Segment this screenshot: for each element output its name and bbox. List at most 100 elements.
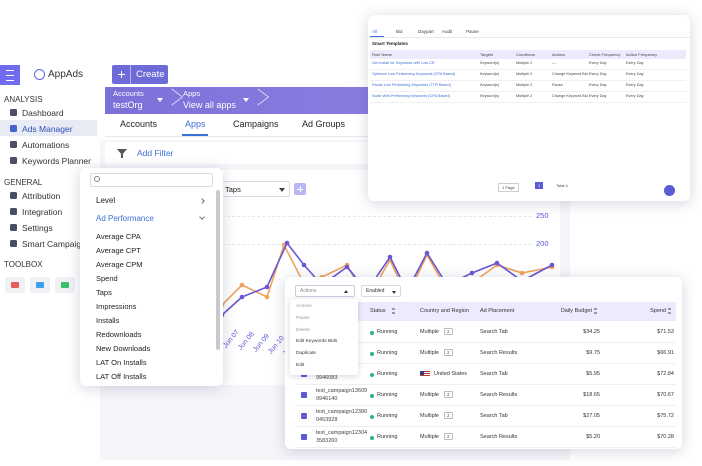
tab[interactable]: Accounts: [120, 119, 158, 129]
country-count[interactable]: 2: [444, 349, 453, 356]
tab-underline: [182, 134, 208, 136]
campaign-name[interactable]: 9946083: [316, 375, 338, 381]
toolbox-icon: [61, 282, 69, 288]
cell[interactable]: Get Install for Keywords with Low CR: [372, 61, 435, 65]
page-size[interactable]: 1 Page: [498, 183, 519, 192]
template-tab[interactable]: Bid: [396, 29, 403, 34]
daily-budget: $5.95: [586, 371, 600, 377]
column-header: Country and Region: [420, 308, 469, 314]
country-count[interactable]: 2: [444, 433, 453, 440]
group-label[interactable]: Ad Performance: [96, 214, 154, 223]
add-metric-button[interactable]: [294, 183, 306, 195]
metric-option[interactable]: LAT On Installs: [96, 358, 147, 367]
nav-item[interactable]: Automations: [22, 140, 70, 150]
nav-icon: [10, 208, 17, 215]
sort-icon[interactable]: [392, 308, 395, 314]
metric-option[interactable]: Impressions: [96, 302, 137, 311]
plus-v: [299, 186, 301, 192]
active-item-bg: [0, 120, 97, 136]
page-current[interactable]: 1: [535, 182, 544, 189]
actions-select[interactable]: Actions: [295, 285, 355, 297]
tab[interactable]: Ad Groups: [302, 119, 346, 129]
menu-option[interactable]: Delete: [296, 327, 310, 333]
fab[interactable]: [664, 185, 675, 196]
metric-option[interactable]: Average CPM: [96, 260, 143, 269]
add-filter[interactable]: Add Filter: [137, 148, 174, 158]
tab[interactable]: Campaigns: [233, 119, 279, 129]
nav-item[interactable]: Ads Manager: [22, 124, 73, 134]
metric-option[interactable]: Average CPA: [96, 232, 141, 241]
menu-option[interactable]: Edit Keywords Bids: [296, 339, 338, 345]
row-checkbox[interactable]: [301, 434, 307, 440]
menu-option[interactable]: Pause: [296, 315, 310, 321]
chart-point: [494, 260, 500, 266]
metric-option[interactable]: Average CPT: [96, 246, 141, 255]
sort-icon[interactable]: [668, 308, 671, 314]
cell[interactable]: Scale Well Performing Keywords (CPA Base…: [372, 94, 450, 98]
row-border: [295, 447, 676, 448]
metric-option[interactable]: New Downloads: [96, 344, 151, 353]
grid-line: [222, 216, 532, 217]
menu-option[interactable]: Duplicate: [296, 351, 316, 357]
spend: $66.91: [657, 350, 674, 356]
breadcrumb-value[interactable]: View all apps: [183, 100, 236, 110]
placement: Search Results: [480, 434, 518, 440]
status-dot: [370, 330, 374, 335]
country-count[interactable]: 2: [444, 328, 453, 335]
templates-window: All Bid Daypart Audit Pause Smart Templates Ru…: [368, 15, 690, 201]
search-box[interactable]: [90, 173, 213, 187]
menu-option[interactable]: Actions: [296, 304, 312, 309]
row-border: [370, 91, 686, 92]
toolbox-icon: [36, 282, 44, 288]
nav-item[interactable]: Dashboard: [22, 108, 64, 118]
nav-item[interactable]: Keywords Planner: [22, 156, 91, 166]
campaign-name[interactable]: 0453928: [316, 417, 338, 423]
cell: Pause: [552, 83, 563, 87]
chart-point: [424, 250, 430, 256]
campaign-name[interactable]: test_campaign12304: [316, 430, 368, 436]
breadcrumb-value[interactable]: testOrg: [113, 100, 143, 110]
table-header-bg: [370, 50, 686, 59]
nav-item[interactable]: Attribution: [22, 191, 61, 201]
placement: Search Tab: [480, 371, 508, 377]
metric-option[interactable]: LAT Off Installs: [96, 372, 147, 381]
status-select[interactable]: Enabled: [361, 285, 401, 297]
nav-item[interactable]: Smart Campaign: [22, 239, 86, 249]
metric-option[interactable]: Installs: [96, 316, 120, 325]
country-count[interactable]: 2: [444, 412, 453, 419]
menu-option[interactable]: Edit: [296, 363, 305, 368]
template-tab[interactable]: Audit: [442, 29, 453, 34]
cell: —: [552, 61, 556, 65]
cell: Keyword(s): [480, 61, 500, 65]
create-button[interactable]: Create: [112, 65, 168, 84]
template-tab[interactable]: All: [372, 29, 378, 34]
campaign-name[interactable]: test_campaign13609: [316, 388, 368, 394]
cell[interactable]: Optimize Low Performing Keywords (CPA Ba…: [372, 72, 456, 76]
metric-option[interactable]: Redownloads: [96, 330, 142, 339]
metric-option[interactable]: Taps: [96, 288, 112, 297]
level-label[interactable]: Level: [96, 196, 116, 205]
section-title: ANALYSIS: [4, 95, 43, 104]
campaign-name[interactable]: test_campaign12380: [316, 409, 368, 415]
template-tab[interactable]: Daypart: [418, 29, 434, 34]
tab-underline: [370, 36, 384, 37]
nav-item[interactable]: Integration: [22, 207, 63, 217]
country-count[interactable]: 2: [444, 391, 453, 398]
template-tab[interactable]: Pause: [466, 29, 479, 34]
tab[interactable]: Apps: [185, 119, 206, 129]
y-tick-label: 250: [536, 211, 549, 220]
chart-point: [239, 282, 245, 288]
sort-icon[interactable]: [594, 308, 597, 314]
campaign-name[interactable]: 9946140: [316, 396, 338, 402]
metric-select[interactable]: Taps: [218, 181, 290, 197]
section-heading: Smart Templates: [372, 41, 408, 46]
row-checkbox[interactable]: [301, 413, 307, 419]
cell[interactable]: Pause Low Performing Keywords (TTR Based…: [372, 83, 451, 87]
column-header: Spend: [650, 308, 666, 314]
nav-item[interactable]: Settings: [22, 223, 53, 233]
metric-option[interactable]: Spend: [96, 274, 118, 283]
filter-icon: [117, 149, 127, 155]
row-checkbox[interactable]: [301, 392, 307, 398]
row-border: [370, 80, 686, 81]
campaign-name[interactable]: 3583260: [316, 438, 338, 444]
